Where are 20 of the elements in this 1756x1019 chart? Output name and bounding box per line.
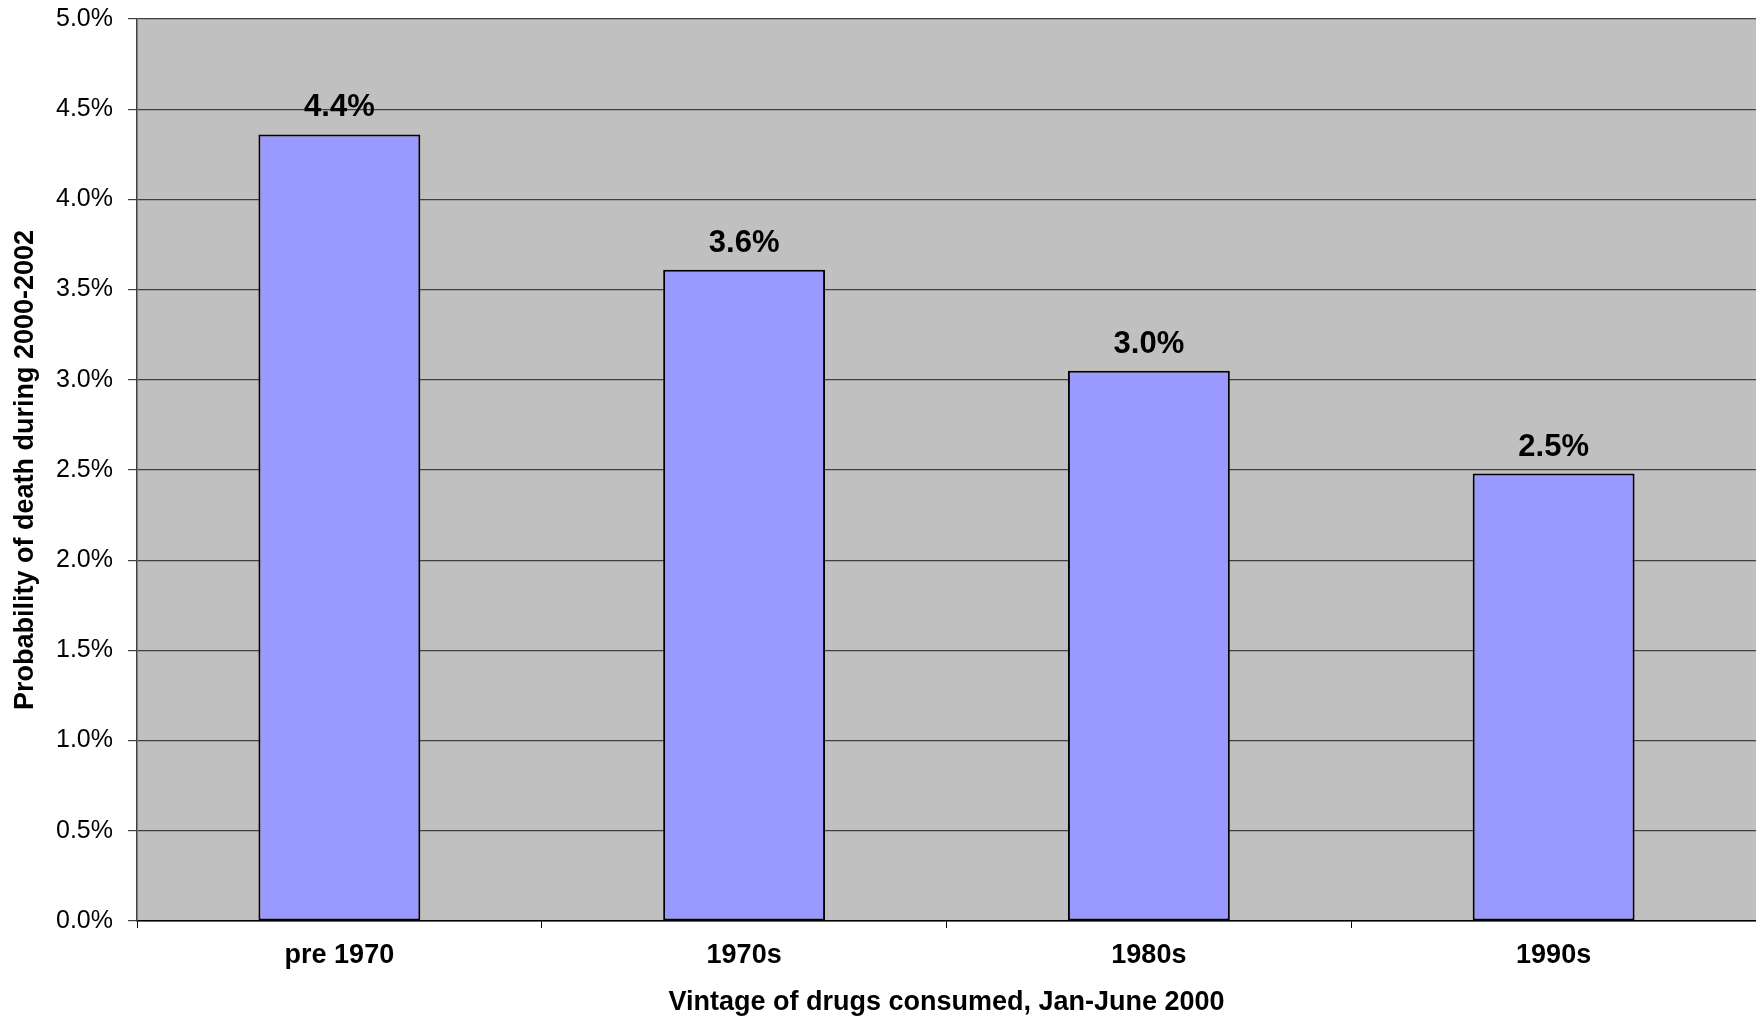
data-label: 2.5% [1518, 427, 1589, 463]
y-tick-label: 3.5% [56, 273, 113, 302]
y-tick-label: 3.0% [56, 363, 113, 392]
x-tick-label: pre 1970 [284, 938, 395, 969]
y-tick-label: 2.5% [56, 453, 113, 482]
y-tick-label: 2.0% [56, 544, 113, 573]
y-tick-label: 4.0% [56, 183, 113, 212]
x-tick-label: 1980s [1111, 938, 1187, 969]
data-label: 3.0% [1113, 324, 1185, 360]
y-tick-label: 0.0% [56, 904, 113, 933]
x-tick-label: 1990s [1516, 938, 1592, 969]
x-axis-title: Vintage of drugs consumed, Jan-June 2000 [668, 986, 1225, 1017]
y-tick-label: 1.0% [56, 724, 113, 753]
y-tick-label: 4.5% [56, 93, 113, 122]
data-label: 3.6% [708, 223, 780, 259]
y-tick-label: 0.5% [56, 814, 113, 843]
x-tick-label: 1970s [706, 938, 782, 969]
y-axis-title: Probability of death during 2000-2002 [8, 229, 39, 711]
y-tick-label: 5.0% [56, 2, 113, 31]
y-tick-label: 1.5% [56, 634, 113, 663]
